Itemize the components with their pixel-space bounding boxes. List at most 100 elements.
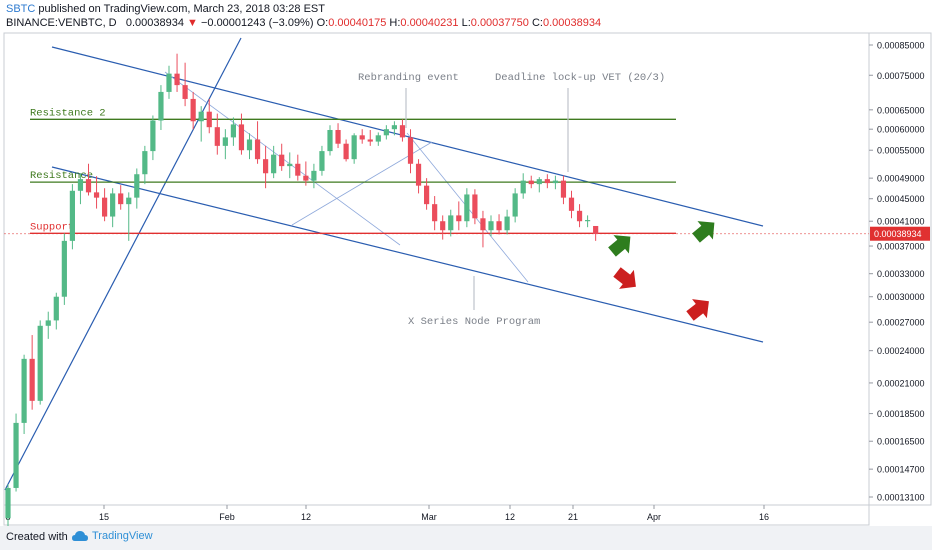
candle-body xyxy=(415,163,422,186)
candle-body xyxy=(407,137,414,164)
level-label: Support xyxy=(30,221,74,233)
price-tick-label: 0.00045000 xyxy=(877,194,925,204)
low-label: L: xyxy=(461,17,471,29)
candle-body xyxy=(399,125,406,138)
candle-body xyxy=(21,358,27,423)
candle-body xyxy=(166,73,172,92)
candle-body xyxy=(37,325,43,401)
candle-body xyxy=(440,221,446,231)
candle-body xyxy=(206,111,212,128)
candle-body xyxy=(295,163,301,176)
candle-body xyxy=(464,194,470,222)
candle-body xyxy=(142,151,148,175)
time-tick-label: 12 xyxy=(505,512,515,522)
event-annotation: X Series Node Program xyxy=(408,316,540,328)
bullish-arrow-icon xyxy=(608,235,631,257)
candle-body xyxy=(585,220,591,222)
candle-body xyxy=(343,143,349,160)
event-annotation: Rebranding event xyxy=(358,72,459,84)
candle-body xyxy=(102,197,108,217)
created-with-label: Created with xyxy=(6,531,68,543)
high-value: 0.00040231 xyxy=(400,17,459,29)
candle-body xyxy=(230,124,236,138)
candle-body xyxy=(432,204,438,222)
published-text: published on TradingView.com, March 23, … xyxy=(35,3,325,15)
candle-body xyxy=(520,180,526,194)
candle-body xyxy=(150,120,156,152)
publisher-name[interactable]: SBTC xyxy=(6,3,36,15)
candle-body xyxy=(496,221,502,231)
price-tick-label: 0.00049000 xyxy=(877,174,925,184)
bullish-arrow-icon xyxy=(692,221,715,243)
candle-body xyxy=(5,487,11,519)
price-tick-label: 0.00024000 xyxy=(877,346,925,356)
candle-body xyxy=(287,163,293,167)
level-label: Resistance 2 xyxy=(30,107,106,119)
candle-body xyxy=(327,129,333,152)
price-tick-label: 0.00018500 xyxy=(877,409,925,419)
candle-body xyxy=(552,180,558,184)
candle-body xyxy=(512,193,518,217)
lower-channel-line xyxy=(51,166,764,343)
price-tick-label: 0.00033000 xyxy=(877,269,925,279)
bearish-arrow-icon xyxy=(686,299,709,321)
price-tick-label: 0.00065000 xyxy=(877,105,925,115)
candle-body xyxy=(134,174,140,198)
price-change: −0.00001243 (−3.09%) xyxy=(200,17,314,29)
tradingview-link[interactable]: TradingView xyxy=(92,530,153,542)
candle-body xyxy=(158,91,164,121)
candle-body xyxy=(456,215,462,222)
time-axis-pane xyxy=(3,504,870,526)
candle-body xyxy=(560,180,567,198)
candle-body xyxy=(391,125,397,130)
candle-body xyxy=(359,135,365,140)
time-tick-label: 21 xyxy=(568,512,578,522)
candle-body xyxy=(238,124,245,151)
price-tick-label: 0.00060000 xyxy=(877,125,925,135)
candle-body xyxy=(504,216,510,231)
plot-area xyxy=(3,32,870,506)
candle-body xyxy=(110,193,116,217)
candle-body xyxy=(263,159,269,174)
candle-body xyxy=(93,192,100,198)
tradingview-cloud-icon xyxy=(72,531,88,541)
candle-body xyxy=(61,240,67,297)
price-tick-label: 0.00014700 xyxy=(877,465,925,475)
price-tick-label: 0.00085000 xyxy=(877,41,925,51)
time-tick-label: Feb xyxy=(219,512,235,522)
time-tick-label: Mar xyxy=(421,512,437,522)
price-tick-label: 0.00027000 xyxy=(877,318,925,328)
open-value: 0.00040175 xyxy=(328,17,387,29)
symbol-label: BINANCE:VENBTC, D xyxy=(6,17,117,29)
price-tick-label: 0.00030000 xyxy=(877,292,925,302)
candle-body xyxy=(319,151,325,171)
candle-body xyxy=(448,215,454,231)
time-tick-label: Apr xyxy=(647,512,661,522)
price-tick-label: 0.00037000 xyxy=(877,242,925,252)
candle-body xyxy=(383,129,389,136)
last-price-tag xyxy=(870,226,930,241)
candle-body xyxy=(544,179,550,184)
price-tick-label: 0.00055000 xyxy=(877,146,925,156)
candle-body xyxy=(536,179,542,185)
candle-body xyxy=(303,175,309,181)
last-price-tag-label: 0.00038934 xyxy=(874,229,922,239)
price-chart[interactable]: 0.00085000 0.00075000 0.00065000 0.00060000… xyxy=(0,0,932,526)
publish-line: SBTC published on TradingView.com, March… xyxy=(6,3,325,15)
candle-body xyxy=(576,210,583,222)
candle-body xyxy=(45,320,51,326)
candle-body xyxy=(271,154,277,174)
high-label: H: xyxy=(389,17,401,29)
price-axis-pane xyxy=(868,32,932,506)
candle-body xyxy=(424,185,430,205)
candle-body xyxy=(488,221,494,231)
candle-body xyxy=(279,154,285,167)
candle-body xyxy=(568,197,575,211)
candle-body xyxy=(375,135,381,142)
candle-body xyxy=(528,180,534,185)
close-label: C: xyxy=(531,17,543,29)
close-value: 0.00038934 xyxy=(542,17,602,29)
candle-body xyxy=(222,137,228,146)
bearish-arrow-icon xyxy=(613,267,636,289)
candle-body xyxy=(254,139,261,160)
